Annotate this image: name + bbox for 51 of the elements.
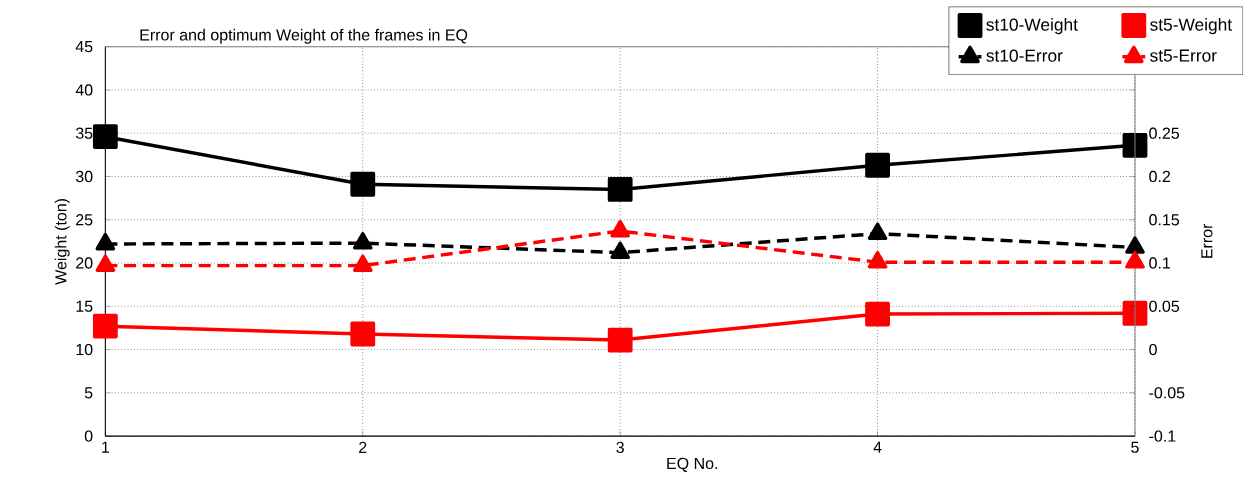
point [350, 171, 376, 197]
point [95, 232, 116, 251]
point [95, 254, 116, 272]
x-tick-label: 2 [359, 441, 367, 453]
legend-label: st5-Error [1150, 49, 1217, 62]
y-tick-label: 0 [84, 430, 93, 442]
y2-tick-label: 0.1 [1149, 257, 1171, 269]
point [1125, 236, 1145, 254]
y-tick-label: 10 [76, 343, 93, 356]
x-tick-label: 5 [1131, 441, 1139, 453]
point [867, 222, 888, 240]
x-tick-label: 4 [873, 441, 882, 453]
chart-title: Error and optimum Weight of the frames in EQ [140, 28, 468, 44]
legend-label: st10-Weight [986, 17, 1078, 34]
point [352, 231, 373, 250]
y2-tick-label: 0.25 [1149, 127, 1180, 139]
y-tick-label: 20 [76, 257, 93, 269]
y-tick-label: 45 [75, 40, 93, 53]
point [1122, 300, 1148, 326]
point [1122, 132, 1148, 158]
point [865, 301, 890, 327]
point [610, 241, 630, 259]
point [865, 152, 890, 178]
legend-label: st5-Weight [1150, 17, 1232, 34]
y-tick-label: 40 [75, 84, 93, 96]
point [610, 219, 630, 238]
y2-tick-label: -0.1 [1149, 430, 1176, 442]
y2-axis-title: Error [1201, 223, 1213, 258]
y-tick-label: 5 [84, 387, 93, 399]
y-tick-label: 15 [76, 300, 93, 312]
y2-tick-label: 0.2 [1149, 170, 1171, 182]
point [92, 313, 118, 339]
y-axis-title: Weight (ton) [54, 198, 70, 285]
point [1125, 250, 1145, 269]
y2-tick-label: -0.05 [1149, 386, 1185, 399]
point [607, 176, 633, 202]
point [607, 327, 633, 353]
y2-tick-label: 0 [1149, 343, 1157, 356]
y-tick-label: 35 [75, 127, 93, 139]
x-tick-label: 1 [102, 441, 110, 453]
point [92, 124, 118, 149]
point [350, 321, 376, 347]
point [352, 254, 373, 272]
y-tick-label: 30 [75, 170, 93, 182]
x-axis-title: EQ No. [667, 457, 718, 472]
x-tick-label: 3 [616, 441, 624, 453]
y-tick-label: 25 [76, 213, 93, 226]
point [867, 250, 888, 269]
legend-label: st10-Error [986, 49, 1063, 62]
y2-tick-label: 0.05 [1149, 300, 1180, 312]
y2-tick-label: 0.15 [1149, 213, 1180, 226]
